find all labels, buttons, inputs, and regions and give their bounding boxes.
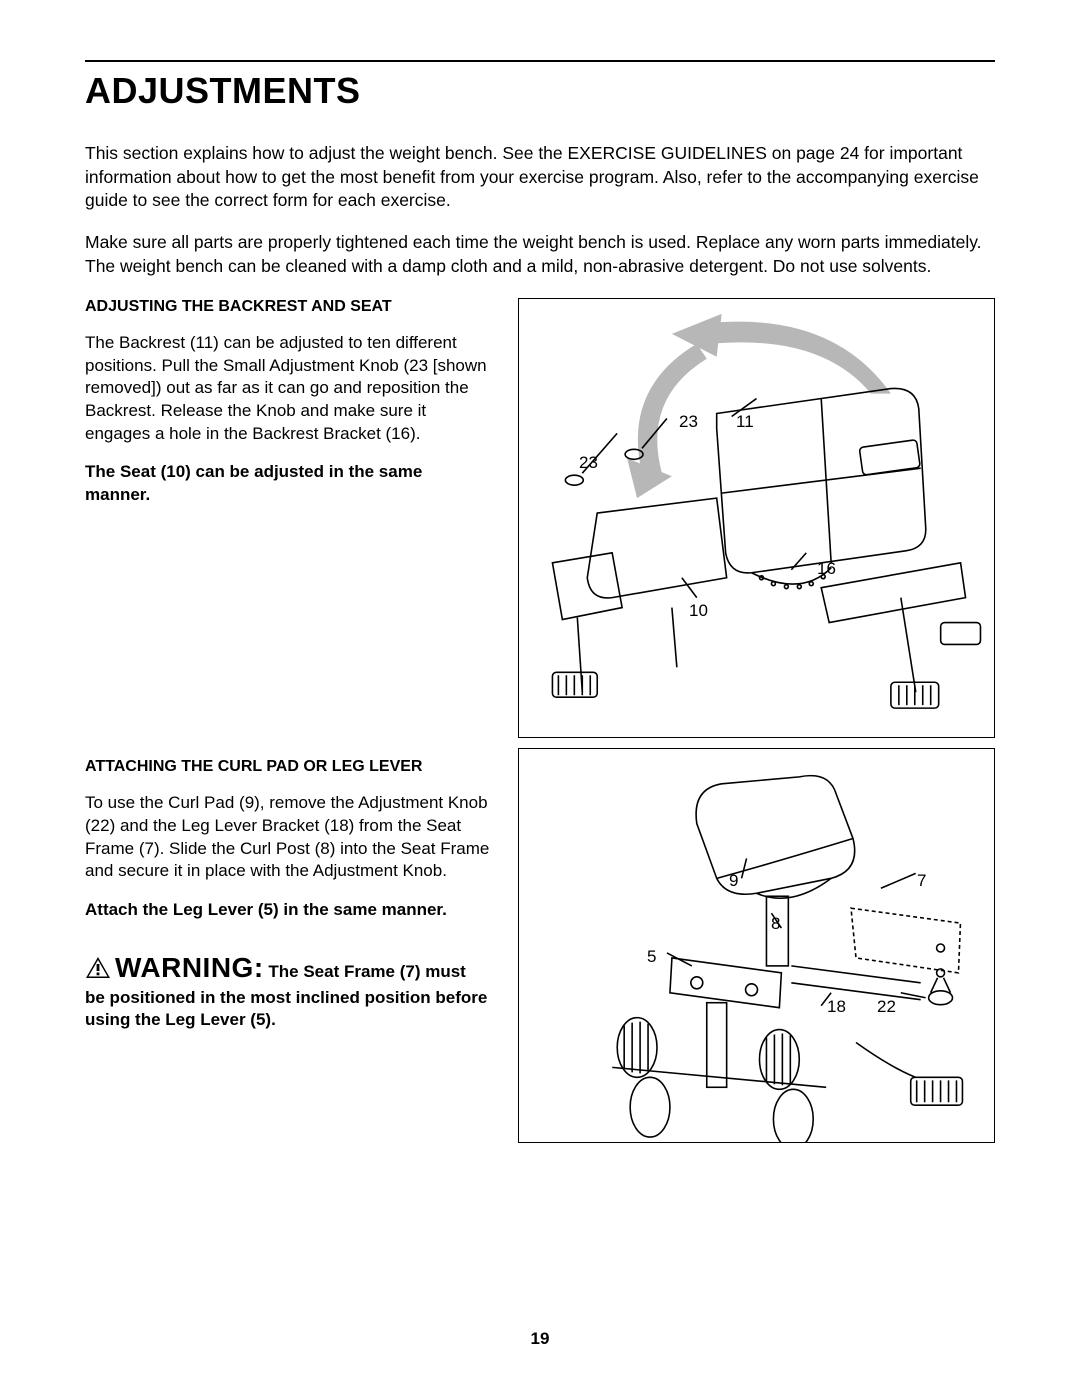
figure2-sketch (519, 749, 994, 1142)
fig1-callout-23b: 23 (579, 453, 598, 473)
figure-backrest-seat: 23 23 11 16 10 (518, 298, 995, 738)
intro-paragraph-2: Make sure all parts are properly tighten… (85, 231, 995, 278)
section2-bold: Attach the Leg Lever (5) in the same man… (85, 899, 490, 922)
intro-block: This section explains how to adjust the … (85, 142, 995, 278)
left-column: ADJUSTING THE BACKREST AND SEAT The Back… (85, 298, 490, 1143)
page-title: ADJUSTMENTS (85, 70, 995, 112)
fig2-callout-9: 9 (729, 871, 738, 891)
two-column-layout: ADJUSTING THE BACKREST AND SEAT The Back… (85, 298, 995, 1143)
intro-paragraph-1: This section explains how to adjust the … (85, 142, 995, 213)
warning-lead: WARNING: (115, 952, 264, 983)
section1-bold: The Seat (10) can be adjusted in the sam… (85, 461, 490, 506)
fig1-callout-23a: 23 (679, 412, 698, 432)
section2-heading: ATTACHING THE CURL PAD OR LEG LEVER (85, 758, 490, 776)
warning-block: WARNING: The Seat Frame (7) must be posi… (85, 949, 490, 1031)
fig2-callout-5: 5 (647, 947, 656, 967)
fig1-callout-10: 10 (689, 601, 708, 621)
page-number: 19 (0, 1329, 1080, 1349)
fig1-callout-16: 16 (817, 559, 836, 579)
figure-curlpad-leglever: 9 7 8 5 18 22 (518, 748, 995, 1143)
fig2-callout-18: 18 (827, 997, 846, 1017)
section1-heading: ADJUSTING THE BACKREST AND SEAT (85, 298, 490, 316)
fig2-callout-22: 22 (877, 997, 896, 1017)
vertical-spacer (85, 522, 490, 758)
fig2-callout-7: 7 (917, 871, 926, 891)
warning-icon (85, 956, 111, 986)
top-rule (85, 60, 995, 62)
fig1-callout-11: 11 (736, 412, 754, 432)
right-column: 23 23 11 16 10 (518, 298, 995, 1143)
section1-body: The Backrest (11) can be adjusted to ten… (85, 332, 490, 445)
figure1-sketch (519, 299, 994, 737)
section2-body: To use the Curl Pad (9), remove the Adju… (85, 792, 490, 882)
fig2-callout-8: 8 (771, 914, 780, 934)
